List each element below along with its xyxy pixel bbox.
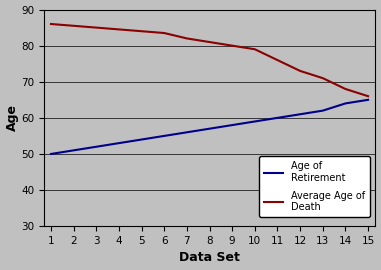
Average Age of
Death — [320, 76, 325, 80]
Y-axis label: Age: Age — [6, 104, 19, 131]
Age of
Retirement — [366, 98, 370, 102]
Age of
Retirement — [117, 141, 121, 145]
Average Age of
Death — [94, 26, 99, 29]
Age of
Retirement — [49, 152, 53, 156]
X-axis label: Data Set: Data Set — [179, 251, 240, 264]
Average Age of
Death — [298, 69, 303, 73]
Age of
Retirement — [298, 113, 303, 116]
Age of
Retirement — [207, 127, 212, 130]
Average Age of
Death — [207, 40, 212, 44]
Average Age of
Death — [117, 28, 121, 31]
Average Age of
Death — [71, 24, 76, 28]
Age of
Retirement — [139, 138, 144, 141]
Average Age of
Death — [230, 44, 234, 47]
Legend: Age of
Retirement, Average Age of
Death: Age of Retirement, Average Age of Death — [259, 156, 370, 217]
Age of
Retirement — [230, 123, 234, 127]
Age of
Retirement — [275, 116, 280, 120]
Average Age of
Death — [366, 94, 370, 98]
Age of
Retirement — [162, 134, 166, 137]
Average Age of
Death — [49, 22, 53, 26]
Line: Average Age of
Death: Average Age of Death — [51, 24, 368, 96]
Average Age of
Death — [253, 48, 257, 51]
Age of
Retirement — [253, 120, 257, 123]
Average Age of
Death — [343, 87, 348, 91]
Age of
Retirement — [94, 145, 99, 148]
Age of
Retirement — [71, 149, 76, 152]
Age of
Retirement — [343, 102, 348, 105]
Average Age of
Death — [162, 31, 166, 35]
Age of
Retirement — [185, 131, 189, 134]
Line: Age of
Retirement: Age of Retirement — [51, 100, 368, 154]
Average Age of
Death — [139, 30, 144, 33]
Age of
Retirement — [320, 109, 325, 112]
Average Age of
Death — [185, 37, 189, 40]
Average Age of
Death — [275, 59, 280, 62]
